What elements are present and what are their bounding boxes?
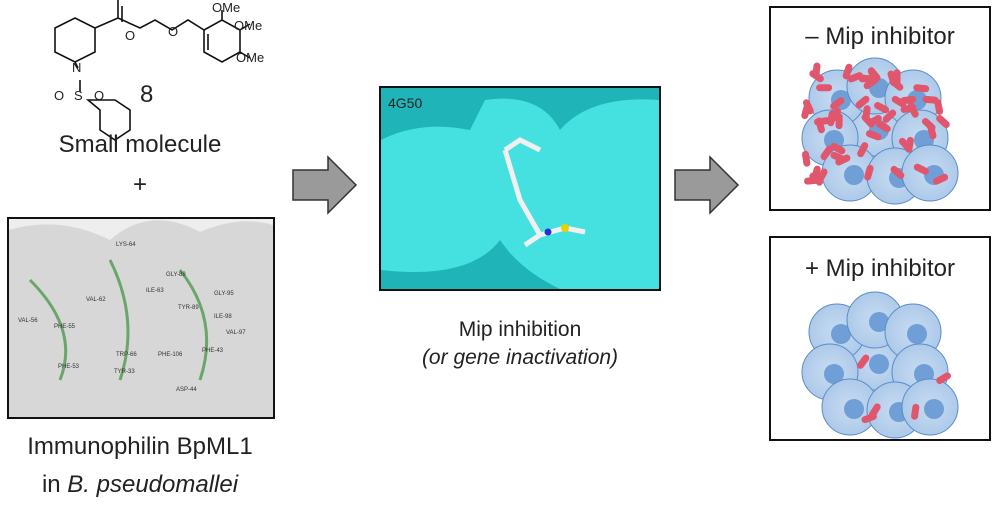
bacterium xyxy=(874,102,890,114)
panel-label: – Mip inhibitor xyxy=(805,23,954,50)
bacterium xyxy=(815,117,825,134)
bacterium xyxy=(847,72,864,83)
residue-label: VAL-56 xyxy=(18,318,38,324)
atom-label: O xyxy=(168,24,178,39)
bacterium xyxy=(816,84,833,92)
bacterium xyxy=(855,95,870,109)
bacterium xyxy=(864,164,874,181)
residue-label: ILE-98 xyxy=(214,314,232,320)
nucleus xyxy=(844,165,864,185)
arrow xyxy=(674,155,740,215)
nucleus xyxy=(907,324,927,344)
nucleus xyxy=(824,364,844,384)
bacterium xyxy=(830,97,845,110)
bacterium xyxy=(829,107,842,123)
atom-label: OMe xyxy=(234,18,262,33)
bacterium xyxy=(890,165,905,179)
bacterium xyxy=(862,105,871,122)
bacterium xyxy=(911,403,920,420)
infected-cells xyxy=(801,57,959,205)
bacterium xyxy=(867,68,879,84)
center-subcaption: (or gene inactivation) xyxy=(422,346,618,369)
bacterium xyxy=(835,154,851,166)
treated-cells xyxy=(801,291,959,439)
nucleus xyxy=(924,399,944,419)
residue-label: GLY-95 xyxy=(214,291,234,297)
residue-label: PHE-53 xyxy=(58,364,80,370)
atom-label: N xyxy=(72,60,81,75)
bacterium xyxy=(857,142,869,158)
bacterium xyxy=(927,123,937,140)
protein-caption: Immunophilin BpML1 xyxy=(27,433,252,460)
nucleus xyxy=(844,399,864,419)
panel-label: + Mip inhibitor xyxy=(805,255,955,282)
nucleus xyxy=(824,130,844,150)
bacterium xyxy=(857,354,870,369)
bacterium xyxy=(936,372,951,385)
residue-label: PHE-55 xyxy=(54,324,76,330)
bacterium xyxy=(932,173,949,185)
molecule-structure xyxy=(54,0,251,141)
residue-labels: LYS-64 VAL-62 ILE-63 GLY-88 GLY-95 TYR-89 ILE-… xyxy=(18,242,246,393)
residue-label: ILE-63 xyxy=(146,288,164,294)
species: B. pseudomallei xyxy=(67,471,238,498)
atom-label: OMe xyxy=(212,0,240,15)
residue-label: ASP-44 xyxy=(176,387,197,393)
atom-label: O xyxy=(94,88,104,103)
residue-label: LYS-64 xyxy=(116,242,136,248)
residue-label: VAL-97 xyxy=(226,330,246,336)
bacterium xyxy=(801,103,811,120)
bacterium xyxy=(876,120,891,133)
bacterium xyxy=(900,104,917,114)
compound-number: 8 xyxy=(140,81,153,108)
bacterium xyxy=(900,95,917,105)
nucleus xyxy=(831,324,851,344)
residue-label: TYR-33 xyxy=(114,369,135,375)
residue-label: TYR-89 xyxy=(178,305,199,311)
arrow xyxy=(292,155,358,215)
atom-label: O xyxy=(125,28,135,43)
bacterium xyxy=(891,95,907,108)
bacterium xyxy=(882,109,897,123)
residue-label: TRP-66 xyxy=(116,352,137,358)
residue-label: GLY-88 xyxy=(166,272,186,278)
crystal-structure xyxy=(379,86,661,291)
residue-label: VAL-62 xyxy=(86,297,106,303)
bacterium xyxy=(922,95,939,104)
nucleus xyxy=(869,354,889,374)
bacterium xyxy=(887,70,898,87)
pdb-id: 4G50 xyxy=(388,95,422,111)
atom-label: S xyxy=(74,88,83,103)
atom-label: O xyxy=(54,88,64,103)
bacterium xyxy=(861,412,877,424)
plus-sign: + xyxy=(133,171,147,198)
protein-species-line: in B. pseudomallei xyxy=(42,471,239,498)
bacterium xyxy=(809,70,824,83)
bacterium xyxy=(816,168,828,184)
atom-label: OMe xyxy=(236,50,264,65)
bacterium xyxy=(820,145,833,161)
bacterium xyxy=(936,114,950,128)
protein-panel xyxy=(7,217,275,419)
bacterium xyxy=(913,84,930,93)
bacterium xyxy=(842,63,853,80)
center-caption: Mip inhibition xyxy=(459,318,582,341)
bacterium xyxy=(865,130,882,141)
bacterium xyxy=(898,137,912,152)
residue-label: PHE-106 xyxy=(158,352,183,358)
bacterium xyxy=(830,142,846,155)
residue-label: PHE-43 xyxy=(202,348,224,354)
prefix: in xyxy=(42,471,61,498)
bacterium xyxy=(801,150,811,167)
molecule-caption: Small molecule xyxy=(59,131,222,158)
nucleus xyxy=(869,312,889,332)
bacterium xyxy=(913,163,929,175)
